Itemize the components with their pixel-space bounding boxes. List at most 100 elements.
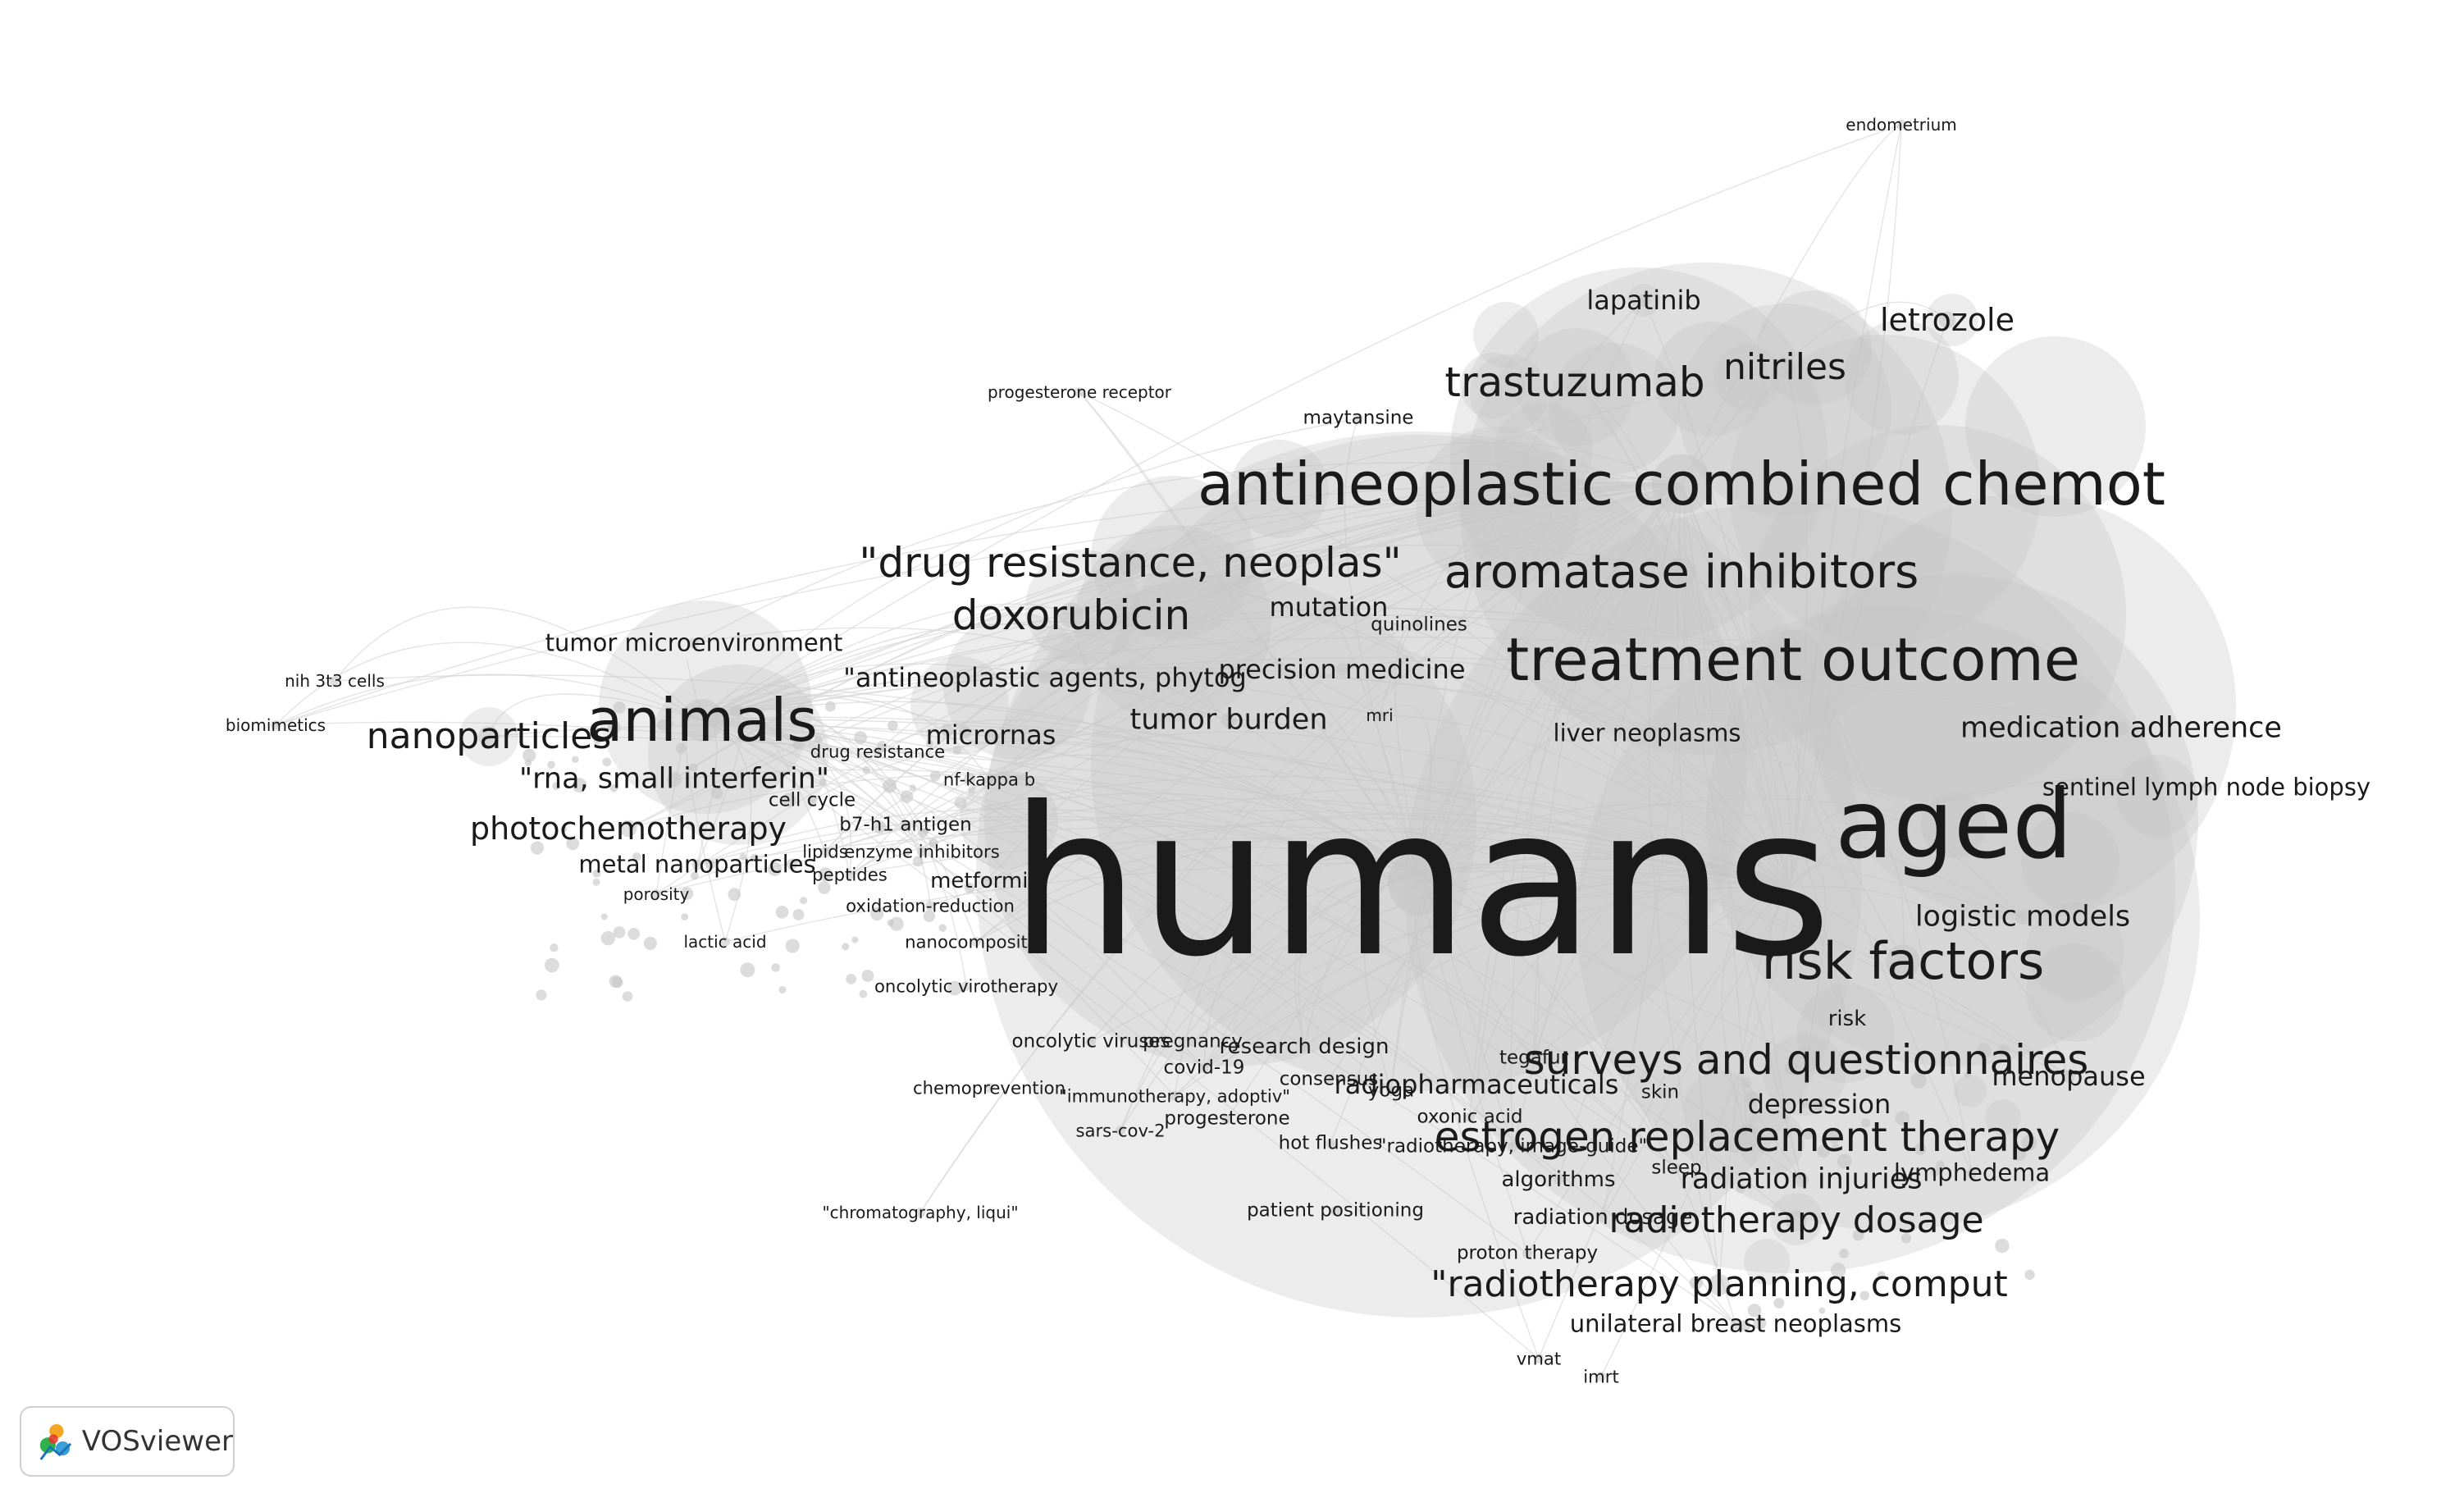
keyword-label[interactable]: lactic acid [683,932,767,952]
keyword-label[interactable]: patient positioning [1247,1199,1424,1222]
keyword-label[interactable]: lipids [802,841,848,862]
keyword-label[interactable]: logistic models [1914,900,2131,934]
keyword-label[interactable]: menopause [1992,1061,2146,1092]
keyword-label[interactable]: consensus [1279,1068,1379,1090]
edge [701,719,1392,1092]
keyword-label[interactable]: risk factors [1761,931,2045,991]
keyword-label[interactable]: unilateral breast neoplasms [1569,1309,1902,1338]
keyword-label[interactable]: radiation dosage [1513,1205,1693,1230]
keyword-label[interactable]: "chromatography, liqui" [822,1203,1019,1222]
keyword-label[interactable]: metformin [930,869,1042,893]
keyword-label[interactable]: covid-19 [1163,1057,1245,1079]
keyword-label[interactable]: nf-kappa b [942,769,1036,790]
keyword-label[interactable]: tumor microenvironment [545,628,843,657]
edge [1643,299,1791,888]
keyword-label[interactable]: peptides [812,864,887,885]
keyword-label[interactable]: drug resistance [810,741,946,762]
keyword-node [1966,1167,1978,1179]
keyword-label[interactable]: trastuzumab [1444,359,1705,406]
keyword-label[interactable]: doxorubicin [951,591,1191,639]
keyword-label[interactable]: letrozole [1879,302,2015,338]
keyword-label[interactable]: research design [1219,1034,1389,1059]
keyword-label[interactable]: risk [1827,1007,1867,1031]
keyword-label[interactable]: treatment outcome [1505,625,2081,694]
keyword-label[interactable]: hot flushes [1278,1132,1383,1154]
keyword-label[interactable]: metal nanoparticles [578,850,816,879]
keyword-label[interactable]: nitriles [1723,346,1846,388]
keyword-label[interactable]: imrt [1583,1366,1619,1387]
keyword-label[interactable]: photochemotherapy [469,811,787,847]
keyword-label[interactable]: radiotherapy dosage [1608,1199,1984,1241]
keyword-label[interactable]: proton therapy [1456,1242,1599,1264]
edge [1070,441,1682,616]
keyword-label[interactable]: progesterone receptor [987,382,1172,402]
keyword-label[interactable]: nih 3t3 cells [285,671,385,691]
keyword-label[interactable]: humans [1009,763,1832,1002]
keyword-label[interactable]: medication adherence [1960,711,2282,745]
keyword-label[interactable]: sentinel lymph node biopsy [2042,773,2371,802]
keyword-label[interactable]: enzyme inhibitors [844,841,1000,862]
keyword-label[interactable]: cell cycle [768,789,856,811]
edge [1418,866,2069,1077]
keyword-label[interactable]: estrogen replacement therapy [1434,1113,2060,1161]
keyword-label[interactable]: "immunotherapy, adoptiv" [1059,1085,1290,1107]
keyword-label[interactable]: micrornas [925,719,1056,751]
keyword-label[interactable]: biomimetics [225,715,326,735]
keyword-label[interactable]: lapatinib [1586,285,1701,316]
keyword-label[interactable]: nanocomposites [905,931,1047,952]
keyword-label[interactable]: antineoplastic combined chemot [1198,450,2165,518]
keyword-label[interactable]: algorithms [1501,1167,1616,1192]
keyword-label[interactable]: depression [1747,1089,1891,1120]
keyword-label[interactable]: mri [1366,706,1394,725]
keyword-label[interactable]: yoga [1367,1080,1415,1102]
keyword-label[interactable]: sleep [1651,1157,1702,1179]
keyword-label[interactable]: "radiotherapy planning, comput [1430,1263,2008,1305]
edge [701,483,1682,721]
keyword-label[interactable]: skin [1640,1081,1680,1103]
keyword-label[interactable]: endometrium [1846,115,1957,135]
keyword-label[interactable]: radiation injuries [1680,1162,1923,1196]
keyword-node-small [938,924,947,932]
keyword-label[interactable]: surveys and questionnaires [1523,1036,2089,1084]
keyword-label[interactable]: oxidation-reduction [846,895,1015,916]
edge [701,483,1682,721]
keyword-label[interactable]: "drug resistance, neoplas" [859,539,1402,587]
keyword-label[interactable]: b7-h1 antigen [839,814,972,836]
keyword-node [984,774,994,784]
keyword-label[interactable]: "antineoplastic agents, phytog [843,662,1247,693]
keyword-node [1386,1086,1396,1096]
keyword-label[interactable]: oncolytic viruses [1011,1030,1170,1053]
keyword-label[interactable]: nanoparticles [366,715,612,757]
keyword-label[interactable]: progesterone [1164,1108,1290,1130]
keyword-node-small [592,869,601,878]
keyword-label[interactable]: chemoprevention [912,1077,1066,1098]
keyword-label[interactable]: animals [586,686,818,755]
keyword-label[interactable]: aromatase inhibitors [1444,546,1919,599]
edge [1789,838,1905,962]
keyword-label[interactable]: maytansine [1303,407,1414,429]
keyword-label[interactable]: precision medicine [1218,654,1466,685]
keyword-label[interactable]: liver neoplasms [1553,719,1741,747]
edge [1789,124,1902,888]
keyword-label[interactable]: oncolytic virotherapy [874,975,1059,997]
keyword-label[interactable]: tumor burden [1129,703,1328,737]
keyword-label[interactable]: oxonic acid [1417,1106,1523,1128]
keyword-label[interactable]: radiopharmaceuticals [1334,1069,1619,1100]
keyword-node-small [771,963,780,972]
keyword-node [2113,720,2129,737]
keyword-label[interactable]: "rna, small interferin" [519,762,829,796]
keyword-label[interactable]: porosity [623,884,690,904]
keyword-label[interactable]: quinolines [1371,614,1467,636]
keyword-label[interactable]: lymphedema [1893,1158,2051,1187]
vosviewer-logo[interactable]: VOSviewer [20,1406,235,1477]
edge [701,124,1902,721]
keyword-label[interactable]: tegafur [1499,1047,1568,1069]
keyword-label[interactable]: vmat [1516,1348,1562,1369]
keyword-node-small [1910,1072,1927,1089]
keyword-label[interactable]: aged [1835,770,2073,880]
keyword-label[interactable]: pregnancy [1143,1030,1243,1053]
keyword-label[interactable]: sars-cov-2 [1075,1120,1166,1141]
keyword-label[interactable]: mutation [1269,591,1389,623]
keyword-label[interactable]: "radiotherapy, image-guide" [1377,1135,1648,1158]
